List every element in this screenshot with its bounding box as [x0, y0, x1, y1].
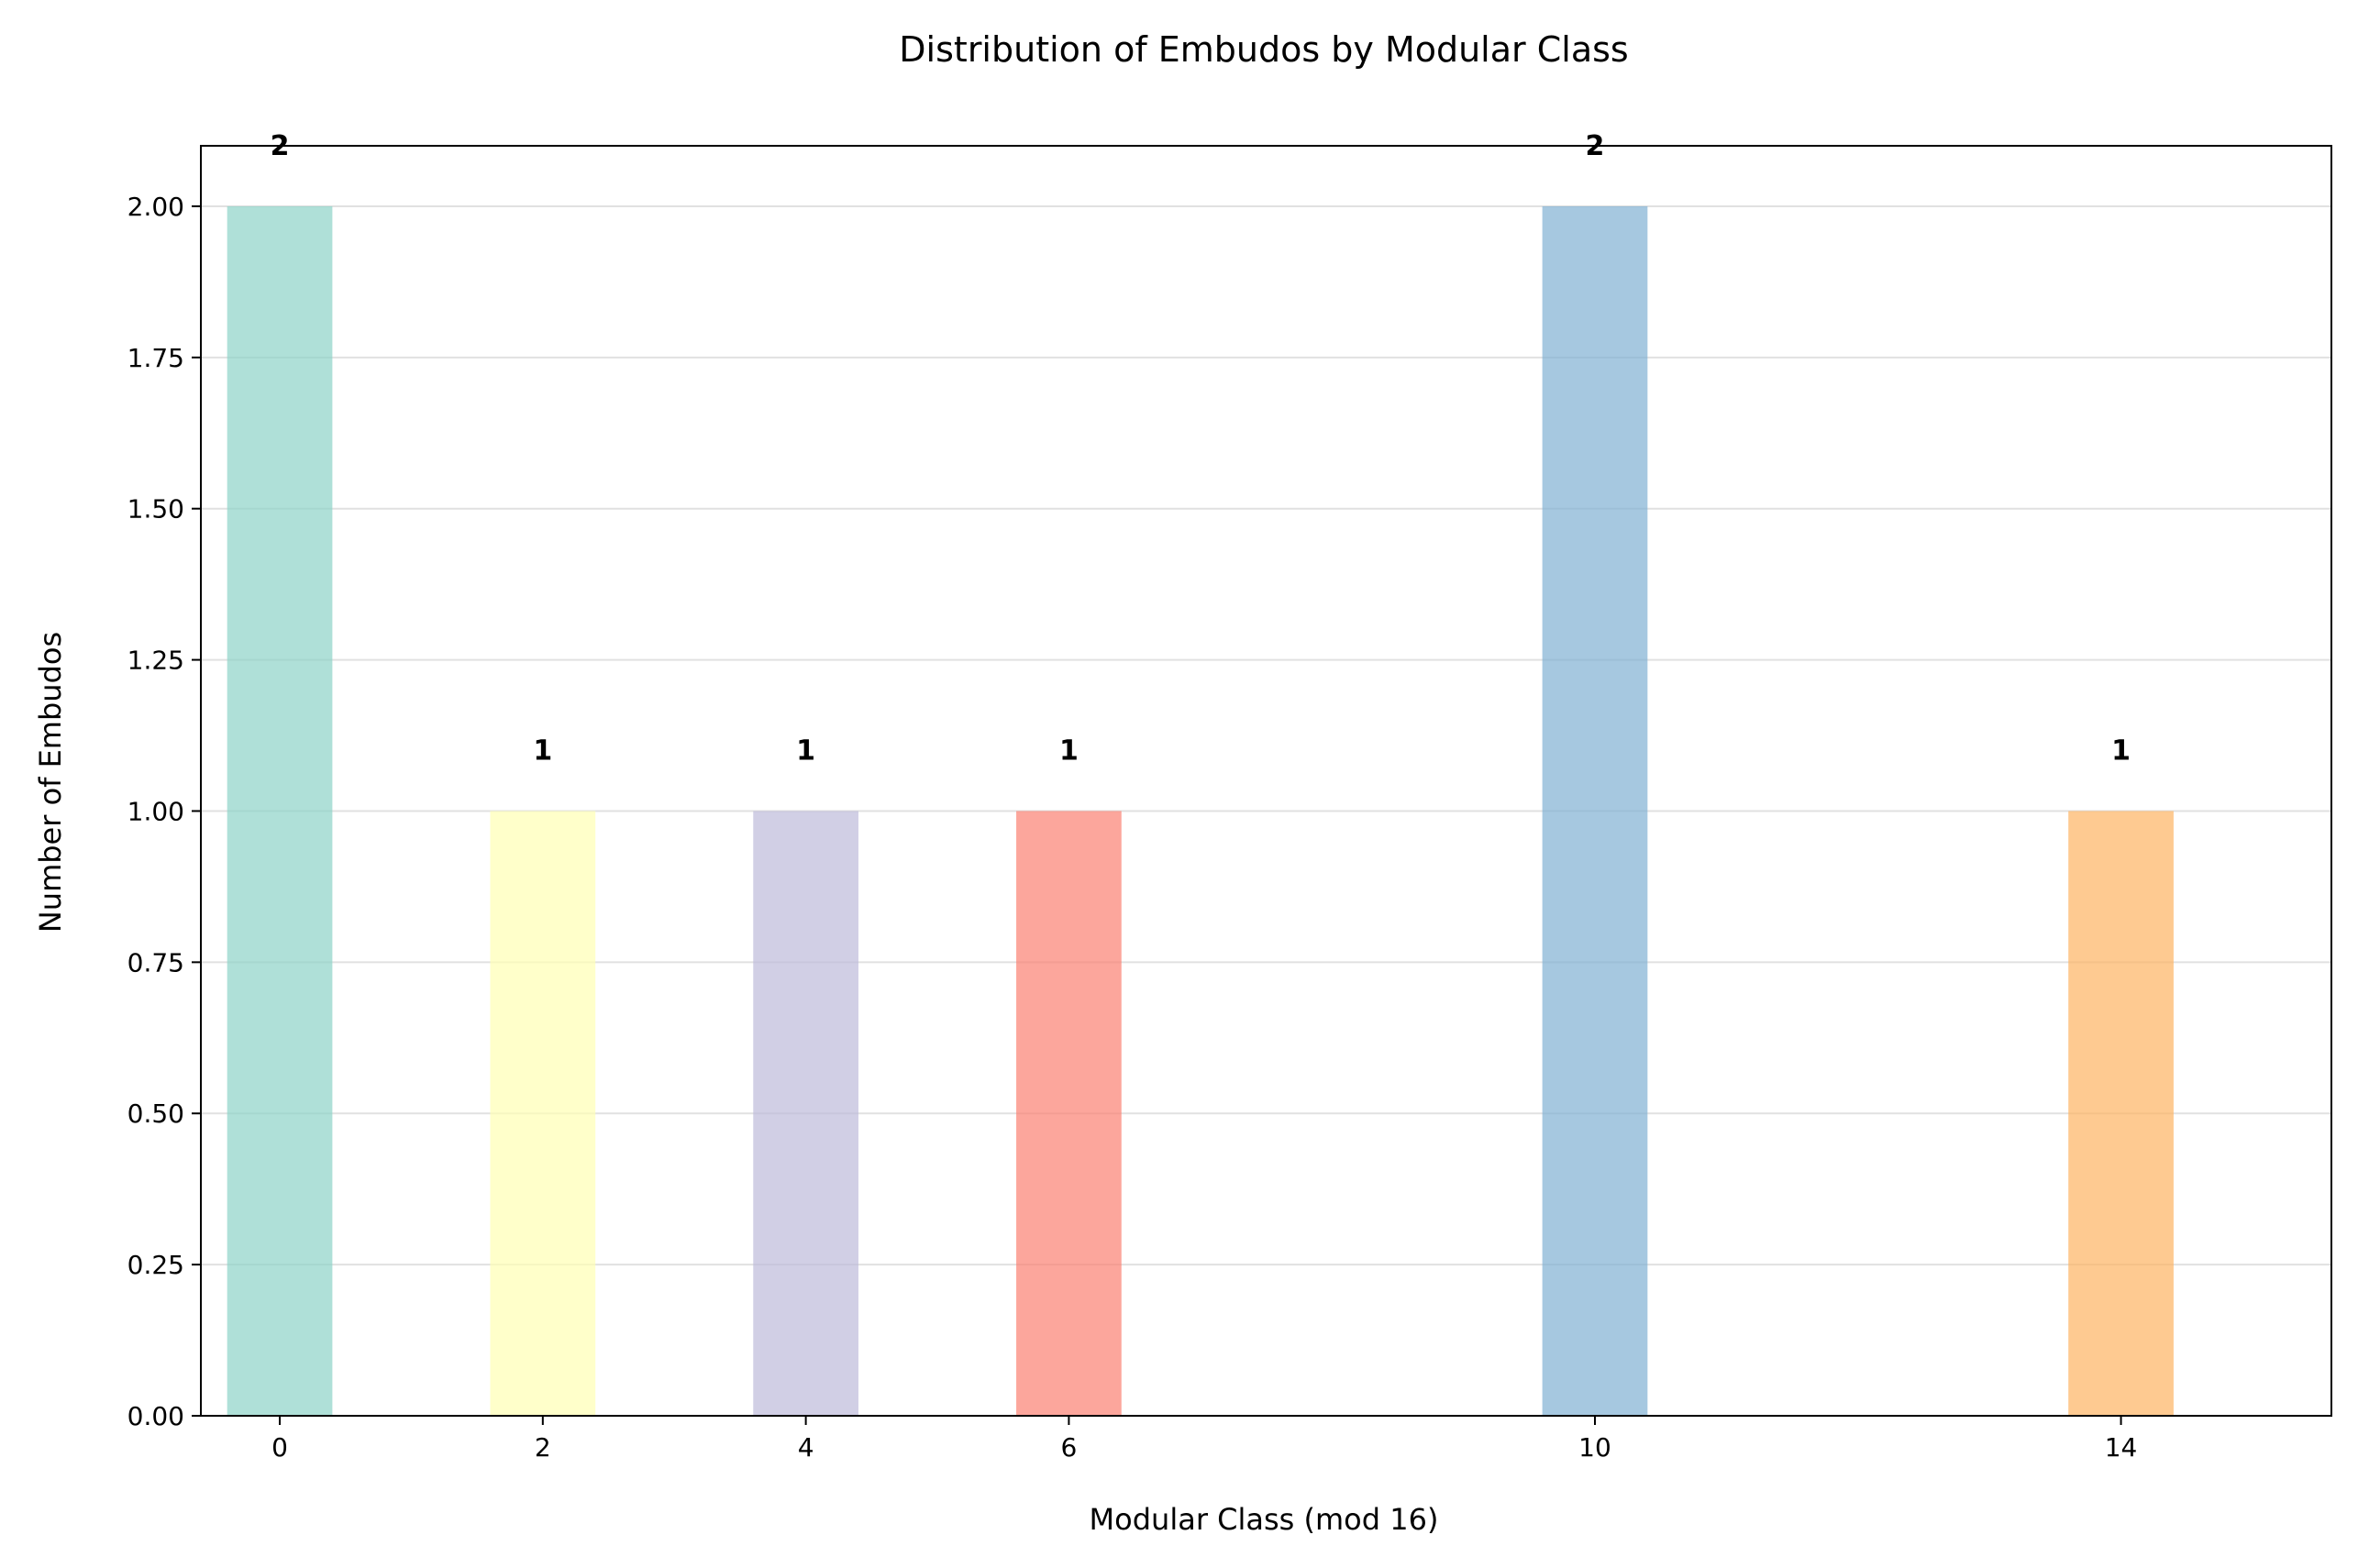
y-tick-label: 1.25 — [127, 646, 184, 676]
y-tick-label: 2.00 — [127, 192, 184, 222]
y-tick-label: 0.75 — [127, 947, 184, 977]
bar-value-label: 1 — [2111, 735, 2131, 767]
data-labels: 21 1 121 — [271, 130, 2131, 767]
bar — [2068, 811, 2174, 1416]
y-tick-label: 0.25 — [127, 1250, 184, 1280]
y-tick-label: 1.50 — [127, 494, 184, 525]
bars — [227, 205, 2174, 1416]
bar — [1542, 205, 1648, 1416]
bar — [1016, 811, 1122, 1416]
bar-value-label: 1 — [796, 735, 815, 767]
bar — [227, 205, 333, 1416]
x-axis-ticks: 0 2 4 6 10 14 — [271, 1416, 2137, 1463]
x-tick-label: 2 — [535, 1432, 551, 1463]
x-tick-label: 6 — [1060, 1432, 1077, 1463]
bar — [753, 811, 858, 1416]
bar-value-label: 1 — [533, 735, 552, 767]
x-tick-label: 4 — [798, 1432, 814, 1463]
y-axis-label: Number of Embudos — [33, 632, 68, 933]
bar — [490, 811, 596, 1416]
x-tick-label: 0 — [271, 1432, 288, 1463]
y-tick-label: 1.75 — [127, 343, 184, 373]
y-tick-label: 0.00 — [127, 1401, 184, 1431]
x-tick-label: 14 — [2105, 1432, 2138, 1463]
y-tick-label: 1.00 — [127, 796, 184, 826]
y-tick-label: 0.50 — [127, 1099, 184, 1129]
x-axis-label: Modular Class (mod 16) — [1090, 1502, 1439, 1537]
chart-title: Distribution of Embudos by Modular Class — [899, 29, 1628, 70]
plot-frame — [200, 145, 2332, 1417]
bar-value-label: 1 — [1059, 735, 1079, 767]
y-axis-ticks: 0.00 0.25 0.50 0.75 1.00 1.25 1.50 1.75 2.00 — [127, 192, 201, 1431]
x-tick-label: 10 — [1578, 1432, 1611, 1463]
